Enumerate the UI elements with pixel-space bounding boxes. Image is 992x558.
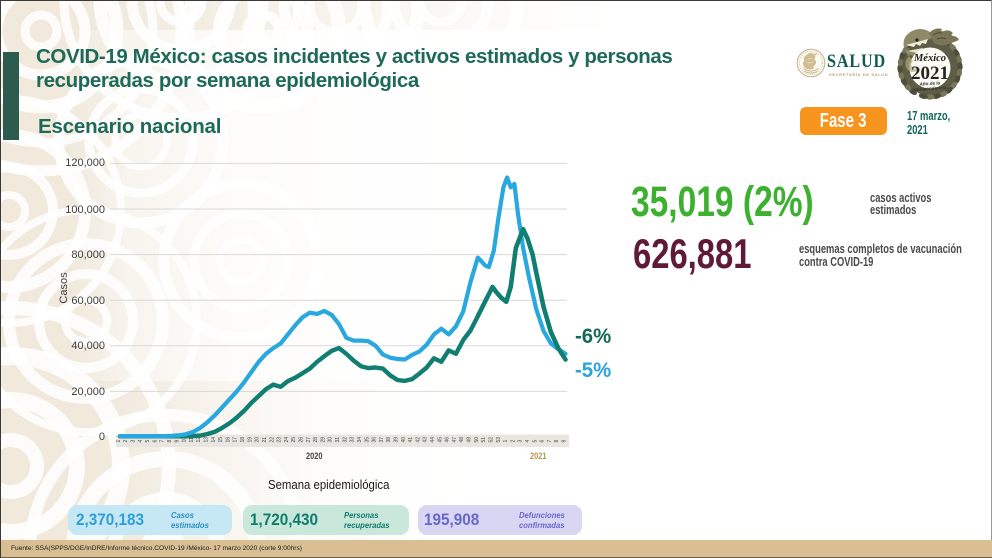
svg-text:31: 31 [335, 437, 341, 443]
svg-text:15: 15 [218, 437, 224, 443]
svg-text:23: 23 [277, 437, 283, 443]
svg-text:44: 44 [430, 437, 436, 443]
svg-text:53: 53 [496, 437, 502, 443]
svg-text:6: 6 [540, 440, 546, 443]
svg-text:47: 47 [452, 437, 458, 443]
svg-text:45: 45 [437, 437, 443, 443]
svg-text:12: 12 [196, 437, 202, 443]
svg-text:35: 35 [364, 437, 370, 443]
svg-text:4: 4 [525, 440, 531, 443]
svg-text:50: 50 [474, 437, 480, 443]
svg-text:6: 6 [152, 440, 158, 443]
svg-text:48: 48 [459, 437, 465, 443]
svg-text:32: 32 [342, 437, 348, 443]
svg-text:9: 9 [562, 440, 568, 443]
svg-text:8: 8 [554, 440, 560, 443]
svg-text:22: 22 [269, 437, 275, 443]
svg-text:29: 29 [320, 437, 326, 443]
svg-text:4: 4 [138, 440, 144, 443]
svg-text:1: 1 [503, 440, 509, 443]
svg-text:8: 8 [167, 440, 173, 443]
svg-text:40: 40 [401, 437, 407, 443]
svg-text:2: 2 [123, 440, 129, 443]
svg-text:7: 7 [547, 440, 553, 443]
svg-text:42: 42 [415, 437, 421, 443]
svg-text:24: 24 [284, 437, 290, 443]
svg-text:28: 28 [313, 437, 319, 443]
svg-text:37: 37 [379, 437, 385, 443]
svg-text:33: 33 [350, 437, 356, 443]
svg-text:14: 14 [211, 437, 217, 443]
svg-text:49: 49 [467, 437, 473, 443]
svg-text:38: 38 [386, 437, 392, 443]
svg-text:2: 2 [510, 440, 516, 443]
svg-text:41: 41 [408, 437, 414, 443]
svg-text:30: 30 [328, 437, 334, 443]
svg-text:39: 39 [394, 437, 400, 443]
svg-text:20: 20 [255, 437, 261, 443]
svg-text:46: 46 [445, 437, 451, 443]
svg-text:36: 36 [372, 437, 378, 443]
svg-text:27: 27 [306, 437, 312, 443]
svg-text:52: 52 [489, 437, 495, 443]
svg-text:1: 1 [116, 440, 122, 443]
svg-text:18: 18 [240, 437, 246, 443]
svg-text:3: 3 [131, 440, 137, 443]
svg-text:7: 7 [160, 440, 166, 443]
svg-text:19: 19 [247, 437, 253, 443]
svg-text:34: 34 [357, 437, 363, 443]
svg-text:21: 21 [262, 437, 268, 443]
svg-text:11: 11 [189, 437, 195, 442]
svg-text:5: 5 [532, 440, 538, 443]
svg-text:9: 9 [174, 440, 180, 443]
svg-text:3: 3 [518, 440, 524, 443]
svg-text:10: 10 [182, 437, 188, 443]
svg-text:13: 13 [204, 437, 210, 443]
svg-text:43: 43 [423, 437, 429, 443]
svg-text:26: 26 [299, 437, 305, 443]
svg-text:51: 51 [481, 437, 487, 443]
svg-text:16: 16 [225, 437, 231, 443]
svg-text:5: 5 [145, 440, 151, 443]
svg-text:17: 17 [233, 437, 239, 443]
svg-text:25: 25 [291, 437, 297, 443]
